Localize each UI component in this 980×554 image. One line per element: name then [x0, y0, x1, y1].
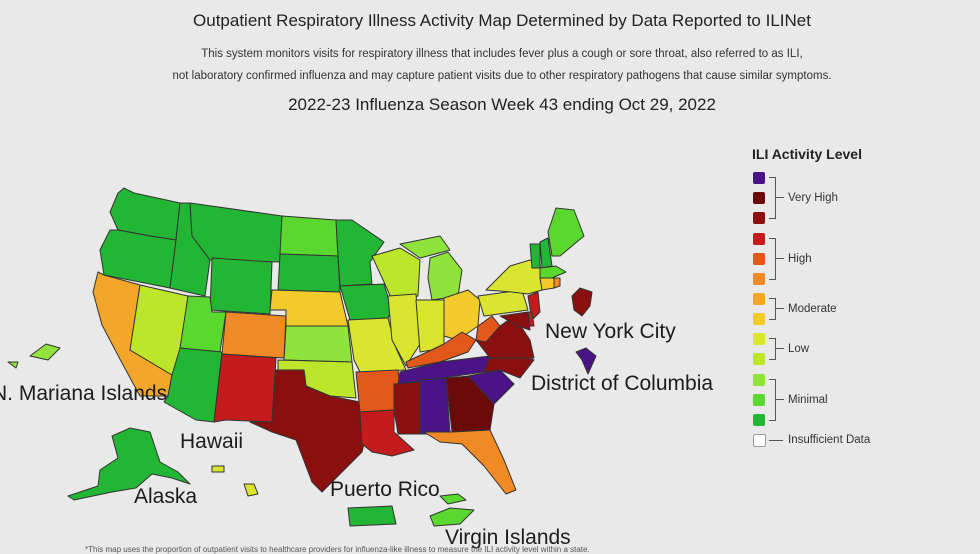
state-south-dakota[interactable]: [277, 253, 341, 293]
legend-swatch-very-high-3: [753, 212, 765, 224]
state-wisconsin[interactable]: [371, 247, 421, 301]
state-massachusetts[interactable]: [539, 265, 567, 279]
state-texas[interactable]: [249, 369, 371, 493]
legend-swatch-high-3: [753, 273, 765, 285]
territory-virgin-islands-small[interactable]: [439, 493, 467, 505]
subtitle-line-1: This system monitors visits for respirat…: [201, 48, 803, 60]
legend-bracket-low: [769, 338, 776, 360]
state-florida[interactable]: [423, 429, 517, 495]
territory-mariana-islands[interactable]: [29, 343, 61, 361]
legend-swatch-low-2: [753, 353, 765, 365]
legend-bracket-minimal: [769, 379, 776, 421]
label-alaska: Alaska: [134, 485, 198, 508]
legend-label-minimal: Minimal: [788, 394, 828, 406]
legend-tick-minimal: [776, 399, 784, 400]
state-maine[interactable]: [547, 207, 585, 257]
legend-swatch-low-1: [753, 333, 765, 345]
legend-label-insufficient: Insufficient Data: [788, 434, 871, 446]
legend-bracket-very-high: [769, 177, 776, 219]
state-arkansas[interactable]: [355, 369, 401, 413]
legend-swatch-high-1: [753, 233, 765, 245]
label-new-york-city: New York City: [545, 320, 676, 343]
legend-swatch-very-high-1: [753, 172, 765, 184]
legend-label-low: Low: [788, 343, 810, 355]
legend-tick-moderate: [776, 308, 784, 309]
legend-swatch-moderate-1: [753, 293, 765, 305]
legend-swatch-very-high-2: [753, 192, 765, 204]
legend-tick-insufficient: [769, 440, 783, 441]
state-delaware[interactable]: [527, 311, 535, 327]
subtitle-line-2: not laboratory confirmed influenza and m…: [172, 70, 832, 82]
legend-swatch-moderate-2: [753, 313, 765, 325]
legend-title: ILI Activity Level: [752, 146, 862, 162]
legend-swatch-minimal-1: [753, 374, 765, 386]
state-rhode-island[interactable]: [553, 277, 561, 289]
label-mariana-islands: N. Mariana Islands: [0, 382, 168, 405]
legend-label-high: High: [788, 253, 812, 265]
state-indiana[interactable]: [415, 299, 445, 353]
state-alabama[interactable]: [419, 377, 451, 435]
legend-swatch-minimal-3: [753, 414, 765, 426]
state-west-virginia[interactable]: [475, 315, 501, 343]
label-district-of-columbia: District of Columbia: [531, 372, 714, 395]
inset-new-york-city[interactable]: [571, 287, 593, 317]
legend-label-moderate: Moderate: [788, 303, 837, 315]
legend-swatch-minimal-2: [753, 394, 765, 406]
territory-puerto-rico[interactable]: [347, 505, 397, 527]
territory-virgin-islands[interactable]: [429, 507, 475, 527]
state-iowa[interactable]: [339, 283, 393, 321]
state-hawaii-small[interactable]: [211, 465, 225, 473]
label-virgin-islands: Virgin Islands: [445, 526, 571, 549]
footnote: *This map uses the proportion of outpati…: [85, 545, 590, 554]
state-michigan[interactable]: [427, 251, 463, 301]
state-connecticut[interactable]: [539, 277, 555, 291]
state-alaska[interactable]: [67, 427, 191, 501]
state-minnesota[interactable]: [335, 219, 385, 287]
state-south-carolina[interactable]: [467, 369, 515, 405]
legend-tick-high: [776, 258, 784, 259]
inset-district-of-columbia[interactable]: [575, 347, 597, 375]
state-michigan-up[interactable]: [399, 235, 451, 259]
label-hawaii: Hawaii: [180, 430, 244, 453]
state-maryland[interactable]: [499, 311, 531, 331]
state-kansas[interactable]: [283, 325, 353, 363]
legend-bracket-moderate: [769, 298, 776, 320]
state-illinois[interactable]: [387, 293, 421, 367]
legend-tick-very-high: [776, 197, 784, 198]
state-north-dakota[interactable]: [279, 215, 339, 257]
state-louisiana[interactable]: [359, 409, 415, 457]
legend-label-very-high: Very High: [788, 192, 838, 204]
legend-tick-low: [776, 348, 784, 349]
page-title: Outpatient Respiratory Illness Activity …: [193, 11, 811, 30]
state-mississippi[interactable]: [393, 381, 421, 435]
label-puerto-rico: Puerto Rico: [330, 478, 440, 501]
legend-swatch-high-2: [753, 253, 765, 265]
state-kentucky[interactable]: [405, 331, 477, 369]
state-hawaii[interactable]: [243, 483, 259, 497]
week-heading: 2022-23 Influenza Season Week 43 ending …: [288, 95, 716, 114]
state-vermont[interactable]: [529, 243, 541, 269]
state-new-mexico[interactable]: [213, 353, 277, 423]
legend-swatch-insufficient: [753, 434, 766, 447]
state-pennsylvania[interactable]: [477, 289, 529, 317]
legend-bracket-high: [769, 238, 776, 280]
state-wyoming[interactable]: [209, 257, 273, 315]
state-colorado[interactable]: [221, 311, 287, 359]
territory-mariana-islands-small[interactable]: [7, 361, 19, 369]
